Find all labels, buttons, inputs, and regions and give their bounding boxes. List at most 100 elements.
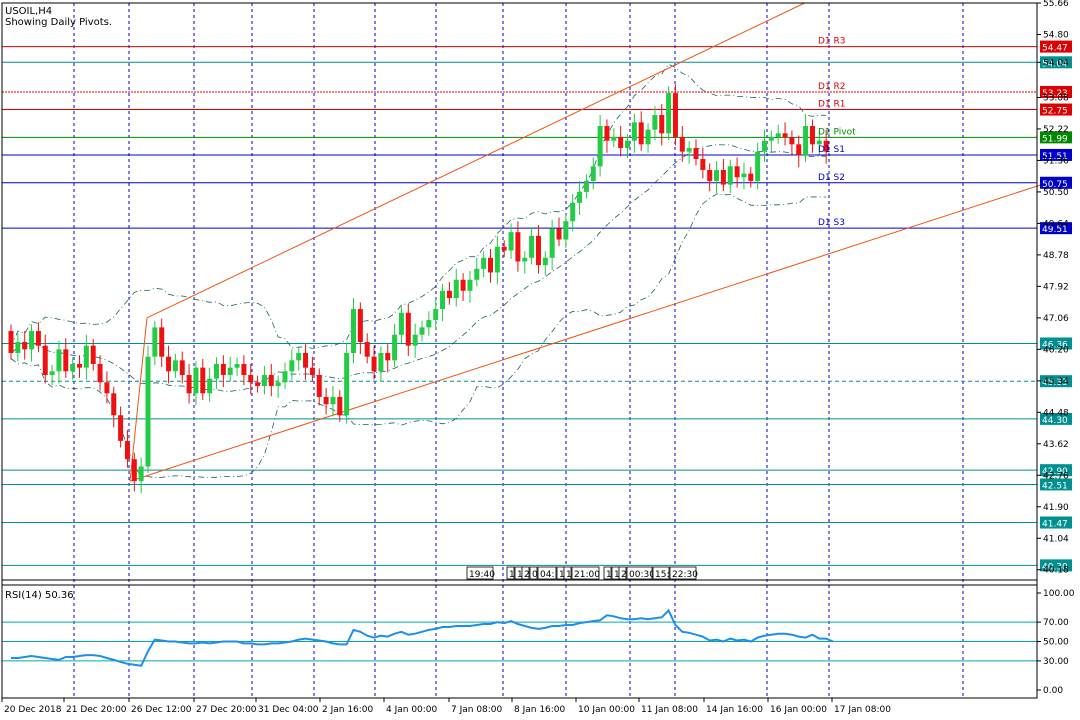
- candle-body-68: [474, 268, 480, 280]
- candle-body-6: [49, 371, 55, 375]
- candle-body-24: [172, 360, 178, 372]
- candle-body-56: [392, 334, 398, 361]
- separator-grid: [73, 3, 964, 698]
- band-lower: [10, 193, 827, 478]
- price-tick-label-15: 42.76: [1043, 471, 1069, 481]
- time-label-4: 31 Dec 04:00: [258, 705, 319, 715]
- time-marker-text-5: 04:: [540, 570, 554, 580]
- time-marker-text-4: 0: [532, 570, 538, 580]
- rsi-tick-label-4: 0.00: [1043, 686, 1063, 696]
- candle-body-25: [179, 360, 185, 375]
- candle-body-83: [577, 191, 583, 203]
- price-tick-label-1: 54.80: [1043, 30, 1069, 40]
- hline-tag-6: [1040, 516, 1072, 529]
- candle-body-46: [323, 396, 329, 405]
- candle-body-48: [337, 396, 343, 416]
- candle-body-76: [529, 235, 535, 258]
- candle-body-55: [385, 353, 391, 361]
- candle-body-59: [412, 334, 418, 346]
- candle-body-101: [700, 158, 706, 170]
- candle-body-32: [227, 367, 233, 375]
- rsi-panel: 100.00 70.00 50.00 30.00 0.00: [2, 584, 1075, 696]
- candle-body-69: [481, 257, 487, 269]
- candle-body-28: [200, 367, 206, 394]
- time-marker-text-3: 2: [524, 570, 530, 580]
- candle-body-27: [193, 367, 199, 394]
- candle-body-14: [104, 382, 110, 394]
- candle-body-70: [488, 257, 493, 273]
- time-marker-box-13: [652, 566, 670, 580]
- candle-body-20: [145, 356, 151, 467]
- candle-body-110: [762, 140, 767, 152]
- pivot-tag-1: [1040, 85, 1072, 98]
- candle-body-81: [563, 221, 569, 240]
- candle-body-13: [97, 363, 103, 383]
- time-marker-box-4: [529, 566, 538, 580]
- time-marker-box-7: [563, 566, 572, 580]
- candle-body-99: [686, 147, 692, 152]
- candle-body-112: [775, 133, 781, 137]
- rsi-title: RSI(14) 50.36: [5, 590, 74, 601]
- price-tick-label-18: 40.18: [1043, 566, 1069, 576]
- candle-body-107: [741, 173, 747, 178]
- candle-body-116: [803, 126, 809, 156]
- channel-lower-line: [129, 180, 1054, 482]
- hline-tag-0: [1040, 56, 1072, 69]
- time-marker-text-12: 00:30: [629, 570, 655, 580]
- hline-label-5: 42.51: [1042, 481, 1068, 491]
- time-marker-text-10: 1: [614, 570, 620, 580]
- candle-body-18: [131, 459, 137, 482]
- candlestick-series: [8, 84, 829, 494]
- pivot-tag-5: [1040, 176, 1072, 189]
- hline-label-0: 54.04: [1042, 59, 1068, 69]
- time-marker-box-3: [521, 566, 530, 580]
- pivot-tag-4: [1040, 148, 1072, 161]
- candle-body-104: [720, 169, 726, 185]
- candle-body-15: [111, 393, 117, 416]
- time-marker-text-2: 1: [517, 570, 523, 580]
- price-axis: 55.66 54.80 54.04 53.08 52.22 51.36 50.50 49.64…: [1037, 0, 1069, 576]
- candle-body-54: [378, 353, 384, 372]
- candle-body-23: [166, 356, 172, 372]
- candle-body-33: [234, 363, 240, 368]
- time-label-0: 20 Dec 2018: [4, 705, 62, 715]
- pivot-tag-0: [1040, 40, 1072, 53]
- horizontal-lines: 54.04 46.36 45.33 44.30 42.90 42.51 41.47 40.30: [2, 46, 1072, 572]
- pivot-tag-3: [1040, 131, 1072, 144]
- candle-body-97: [672, 93, 678, 137]
- candle-body-102: [707, 169, 713, 181]
- candle-body-0: [8, 331, 14, 354]
- price-tick-label-2: 54.04: [1043, 58, 1069, 68]
- time-marker-box-1: [506, 566, 515, 580]
- candle-body-38: [268, 374, 274, 386]
- pivot-value-3: 51.99: [1042, 134, 1068, 144]
- candle-body-109: [755, 151, 761, 181]
- candle-body-118: [816, 140, 822, 145]
- candle-body-90: [625, 140, 630, 148]
- price-tick-label-7: 49.64: [1043, 219, 1069, 229]
- time-marker-box-8: [571, 566, 600, 580]
- candle-body-100: [693, 147, 699, 159]
- time-marker-box-0: [466, 566, 494, 580]
- candle-body-79: [549, 228, 555, 258]
- price-tick-label-5: 51.36: [1043, 156, 1069, 166]
- pivot-value-6: 49.51: [1042, 225, 1068, 235]
- price-tick-label-12: 45.34: [1043, 377, 1069, 387]
- time-marker-box-5: [537, 566, 557, 580]
- candle-body-49: [344, 353, 350, 416]
- candle-body-111: [768, 136, 774, 141]
- candle-body-36: [255, 382, 261, 386]
- candle-body-9: [70, 363, 76, 372]
- band-middle: [10, 144, 827, 392]
- hline-label-6: 41.47: [1042, 520, 1068, 530]
- candle-body-42: [296, 353, 302, 361]
- candle-body-65: [453, 279, 459, 299]
- candle-body-64: [446, 290, 452, 299]
- candle-body-7: [56, 349, 62, 372]
- candle-body-103: [714, 169, 720, 181]
- channel-connector: [129, 317, 148, 482]
- time-marker-text-14: 22:30: [672, 570, 698, 580]
- time-label-2: 26 Dec 12:00: [131, 705, 192, 715]
- candle-body-40: [282, 371, 288, 383]
